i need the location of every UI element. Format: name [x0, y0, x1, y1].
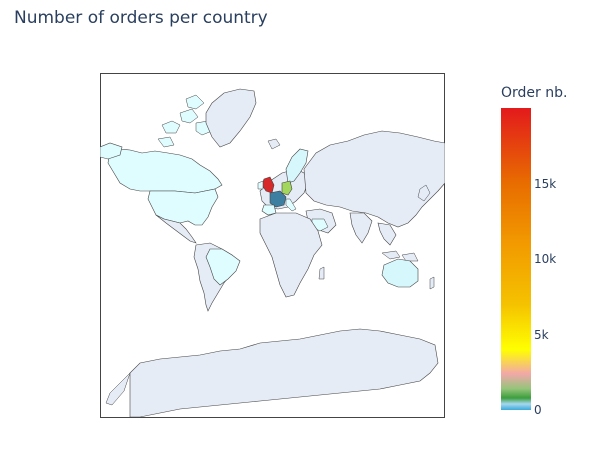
region-africa[interactable]	[259, 212, 323, 298]
country-japan[interactable]	[417, 184, 431, 202]
colorbar	[501, 108, 531, 410]
region-antarctica[interactable]	[129, 328, 439, 418]
country-alaska[interactable]	[100, 142, 123, 160]
country-iceland[interactable]	[267, 138, 281, 150]
colorbar-tick-label: 5k	[534, 327, 549, 342]
region-asia[interactable]	[303, 130, 445, 228]
country-spain[interactable]	[261, 204, 277, 216]
region-indonesia[interactable]	[381, 250, 419, 262]
country-france[interactable]	[269, 190, 287, 208]
country-italy[interactable]	[285, 198, 297, 212]
country-germany[interactable]	[281, 180, 293, 196]
country-mexico[interactable]	[155, 214, 197, 244]
country-india[interactable]	[349, 212, 373, 244]
colorbar-tick-label: 15k	[534, 176, 557, 191]
country-brazil[interactable]	[205, 248, 241, 286]
country-ireland[interactable]	[257, 180, 264, 190]
world-map[interactable]	[100, 73, 445, 418]
country-new-zealand[interactable]	[429, 276, 435, 290]
region-southeast-asia[interactable]	[377, 222, 397, 246]
colorbar-tick-label: 0	[534, 403, 542, 417]
chart-title: Number of orders per country	[14, 8, 268, 28]
colorbar-title: Order nb.	[501, 85, 568, 101]
country-greenland[interactable]	[205, 88, 257, 148]
canada-islands	[157, 94, 213, 148]
colorbar-tick-label: 10k	[534, 252, 557, 266]
country-madagascar[interactable]	[318, 266, 325, 280]
region-antarctic-peninsula	[105, 372, 131, 406]
country-australia[interactable]	[381, 258, 419, 288]
